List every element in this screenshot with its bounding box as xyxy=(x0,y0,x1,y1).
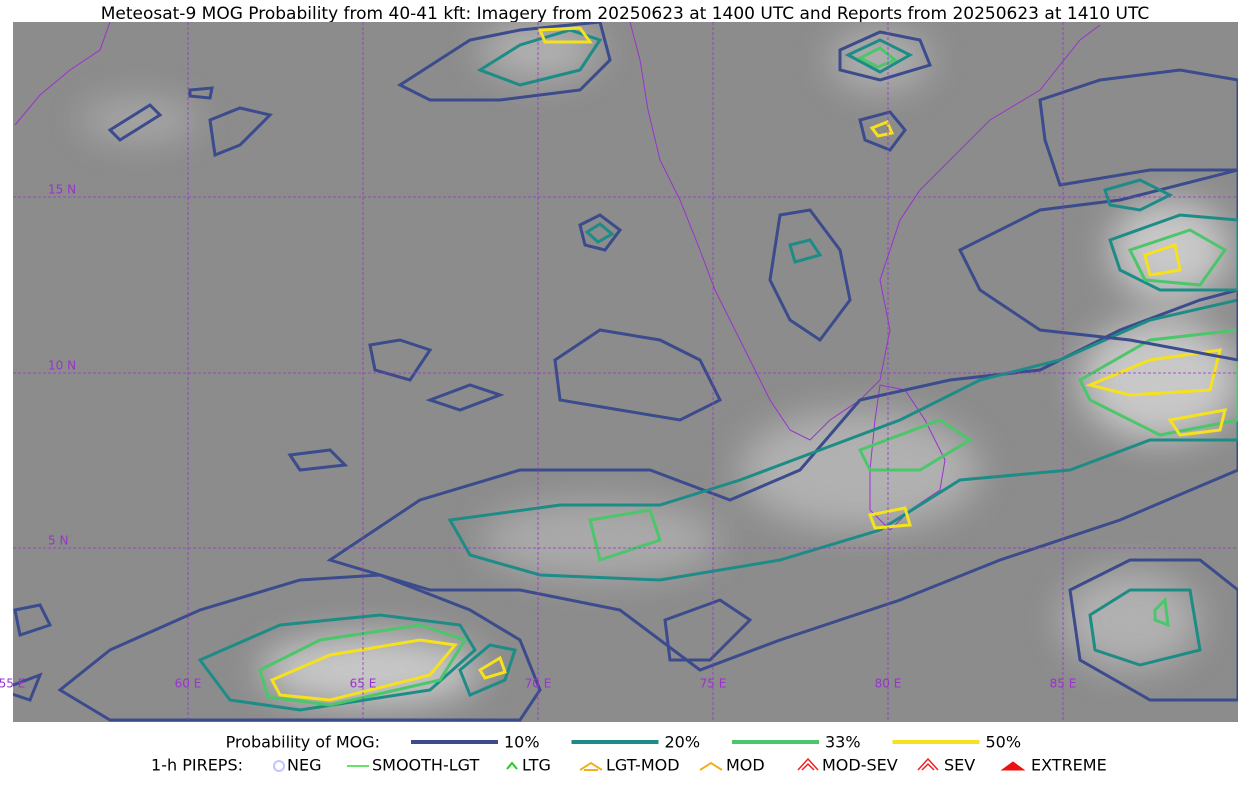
legend-text: LGT-MOD xyxy=(606,756,680,775)
lon-label: 85 E xyxy=(1050,677,1077,691)
legend-text: SMOOTH-LGT xyxy=(372,756,479,775)
legend-text: MOD-SEV xyxy=(822,756,898,775)
pirep-icon xyxy=(506,761,518,770)
lon-label: 65 E xyxy=(350,677,377,691)
contours xyxy=(13,22,1238,722)
satellite-background xyxy=(13,22,1238,722)
graticule-labels: 15 N 10 N 5 N 55 E 60 E 65 E 70 E 75 E 80 E 85 E xyxy=(0,183,1076,691)
legend-label: Probability of MOG: xyxy=(226,733,380,752)
legend-text: 20% xyxy=(665,733,701,752)
pirep-icon xyxy=(273,760,285,772)
pirep-icon xyxy=(917,757,939,771)
pirep-icon xyxy=(1000,761,1026,771)
lon-label: 70 E xyxy=(525,677,552,691)
legend-text: 10% xyxy=(504,733,540,752)
legend-text: EXTREME xyxy=(1031,756,1107,775)
pirep-icon xyxy=(699,761,723,771)
lat-label: 10 N xyxy=(48,359,76,373)
legend-label: 1-h PIREPS: xyxy=(151,756,243,775)
legend-text: 50% xyxy=(986,733,1022,752)
legend-text: 33% xyxy=(825,733,861,752)
legend: Probability of MOG: 10% 20% 33% 50% 1-h PIREP… xyxy=(151,733,1107,775)
legend-text: MOD xyxy=(726,756,765,775)
title: Meteosat-9 MOG Probability from 40-41 kf… xyxy=(101,4,1150,24)
graticule xyxy=(13,22,1238,722)
legend-text: NEG xyxy=(287,756,321,775)
lon-label: 55 E xyxy=(0,677,25,691)
lon-label: 60 E xyxy=(175,677,202,691)
lon-label: 80 E xyxy=(875,677,902,691)
pirep-icon xyxy=(797,757,819,771)
pirep-icon xyxy=(579,761,603,771)
map xyxy=(13,22,1238,722)
lat-label: 5 N xyxy=(48,534,68,548)
lon-label: 75 E xyxy=(700,677,727,691)
legend-text: SEV xyxy=(944,756,975,775)
lat-label: 15 N xyxy=(48,183,76,197)
legend-text: LTG xyxy=(522,756,551,775)
